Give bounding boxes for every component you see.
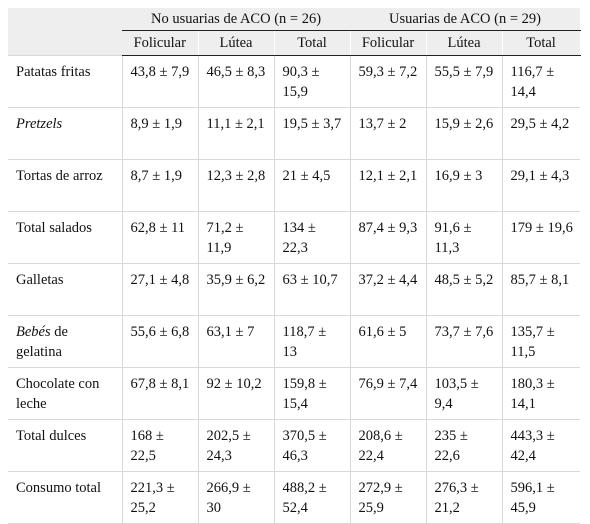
- table-cell: 235 ± 22,6: [425, 419, 503, 472]
- table-cell: 179 ± 19,6: [501, 211, 581, 264]
- table-cell: 63 ± 10,7: [273, 263, 351, 316]
- table-cell: 12,3 ± 2,8: [197, 159, 275, 212]
- table-cell: 12,1 ± 2,1: [349, 159, 427, 212]
- table-cell: 116,7 ± 14,4: [501, 55, 581, 108]
- row-label-text: Patatas fritas: [16, 64, 91, 80]
- row-label-text: Chocolate con leche: [16, 376, 100, 412]
- group-header: No usuarias de ACO (n = 26): [122, 8, 351, 31]
- table-row: Patatas fritas 43,8 ± 7,9 46,5 ± 8,3 90,3 ±…: [8, 55, 581, 108]
- row-label: Bebés de gelatina: [8, 315, 123, 368]
- table-cell: 272,9 ± 25,9: [349, 471, 427, 524]
- row-label-text: Galletas: [16, 272, 64, 288]
- table-cell: 61,6 ± 5: [349, 315, 427, 368]
- table-cell: 202,5 ± 24,3: [197, 419, 275, 472]
- table-row: Galletas 27,1 ± 4,8 35,9 ± 6,2 63 ± 10,7 37,…: [8, 263, 581, 316]
- table-cell: 76,9 ± 7,4: [349, 367, 427, 420]
- row-label-text: Total dulces: [16, 428, 87, 444]
- row-label-text: de gelatina: [16, 324, 68, 360]
- table-cell: 87,4 ± 9,3: [349, 211, 427, 264]
- table-row: Pretzels 8,9 ± 1,9 11,1 ± 2,1 19,5 ± 3,7 13,…: [8, 107, 581, 160]
- table-cell: 443,3 ± 42,4: [501, 419, 581, 472]
- table-cell: 59,3 ± 7,2: [349, 55, 427, 108]
- table-row: Chocolate con leche 67,8 ± 8,1 92 ± 10,2 15…: [8, 367, 581, 420]
- table-cell: 55,5 ± 7,9: [425, 55, 503, 108]
- column-header: Lútea: [426, 30, 503, 56]
- table-cell: 118,7 ± 13: [273, 315, 351, 368]
- column-header: Total: [274, 30, 351, 56]
- table-cell: 168 ± 22,5: [121, 419, 199, 472]
- table-cell: 90,3 ± 15,9: [273, 55, 351, 108]
- table-cell: 276,3 ± 21,2: [425, 471, 503, 524]
- table-row: Total salados 62,8 ± 11 71,2 ± 11,9 134 ± 2…: [8, 211, 581, 264]
- row-label: Total salados: [8, 211, 123, 264]
- table-cell: 35,9 ± 6,2: [197, 263, 275, 316]
- column-header: Folicular: [122, 30, 199, 56]
- table-cell: 15,9 ± 2,6: [425, 107, 503, 160]
- row-label: Pretzels: [8, 107, 123, 160]
- table-cell: 221,3 ± 25,2: [121, 471, 199, 524]
- column-header: Lútea: [198, 30, 275, 56]
- row-label-italic: Bebés: [16, 324, 51, 340]
- table-cell: 208,6 ± 22,4: [349, 419, 427, 472]
- table-cell: 134 ± 22,3: [273, 211, 351, 264]
- table-row: Tortas de arroz 8,7 ± 1,9 12,3 ± 2,8 21 ± 4…: [8, 159, 581, 212]
- table-cell: 73,7 ± 7,6: [425, 315, 503, 368]
- row-label: Consumo total: [8, 471, 123, 524]
- table-cell: 85,7 ± 8,1: [501, 263, 581, 316]
- table-row: Total dulces 168 ± 22,5 202,5 ± 24,3 370,5 …: [8, 419, 581, 472]
- row-label-text: Consumo total: [16, 480, 101, 496]
- table-cell: 21 ± 4,5: [273, 159, 351, 212]
- table-cell: 19,5 ± 3,7: [273, 107, 351, 160]
- table-cell: 62,8 ± 11: [121, 211, 199, 264]
- row-label-text: Tortas de arroz: [16, 168, 103, 184]
- table-cell: 71,2 ± 11,9: [197, 211, 275, 264]
- table-cell: 180,3 ± 14,1: [501, 367, 581, 420]
- row-label: Patatas fritas: [8, 55, 123, 108]
- table-cell: 43,8 ± 7,9: [121, 55, 199, 108]
- table-cell: 92 ± 10,2: [197, 367, 275, 420]
- table-cell: 91,6 ± 11,3: [425, 211, 503, 264]
- column-header: Folicular: [350, 30, 427, 56]
- table-cell: 266,9 ± 30: [197, 471, 275, 524]
- table-cell: 8,9 ± 1,9: [121, 107, 199, 160]
- table-cell: 103,5 ± 9,4: [425, 367, 503, 420]
- table-cell: 29,1 ± 4,3: [501, 159, 581, 212]
- data-table: No usuarias de ACO (n = 26) Usuarias de …: [8, 8, 581, 524]
- table-cell: 13,7 ± 2: [349, 107, 427, 160]
- table-cell: 37,2 ± 4,4: [349, 263, 427, 316]
- table-cell: 596,1 ± 45,9: [501, 471, 581, 524]
- table-cell: 46,5 ± 8,3: [197, 55, 275, 108]
- table-cell: 48,5 ± 5,2: [425, 263, 503, 316]
- table-row: Consumo total 221,3 ± 25,2 266,9 ± 30 488,2…: [8, 471, 581, 524]
- table-cell: 16,9 ± 3: [425, 159, 503, 212]
- table-cell: 29,5 ± 4,2: [501, 107, 581, 160]
- table-cell: 67,8 ± 8,1: [121, 367, 199, 420]
- table-cell: 488,2 ± 52,4: [273, 471, 351, 524]
- table-cell: 63,1 ± 7: [197, 315, 275, 368]
- row-label: Chocolate con leche: [8, 367, 123, 420]
- row-label: Total dulces: [8, 419, 123, 472]
- table-cell: 159,8 ± 15,4: [273, 367, 351, 420]
- table-cell: 135,7 ± 11,5: [501, 315, 581, 368]
- table-cell: 27,1 ± 4,8: [121, 263, 199, 316]
- group-header: Usuarias de ACO (n = 29): [350, 8, 581, 31]
- corner-cell: [8, 8, 122, 56]
- table-cell: 8,7 ± 1,9: [121, 159, 199, 212]
- table-row: Bebés de gelatina 55,6 ± 6,8 63,1 ± 7 118,7…: [8, 315, 581, 368]
- table-cell: 55,6 ± 6,8: [121, 315, 199, 368]
- row-label-italic: Pretzels: [16, 116, 63, 132]
- table-cell: 11,1 ± 2,1: [197, 107, 275, 160]
- column-header: Total: [502, 30, 581, 56]
- row-label-text: Total salados: [16, 220, 92, 236]
- row-label: Galletas: [8, 263, 123, 316]
- row-label: Tortas de arroz: [8, 159, 123, 212]
- table-cell: 370,5 ± 46,3: [273, 419, 351, 472]
